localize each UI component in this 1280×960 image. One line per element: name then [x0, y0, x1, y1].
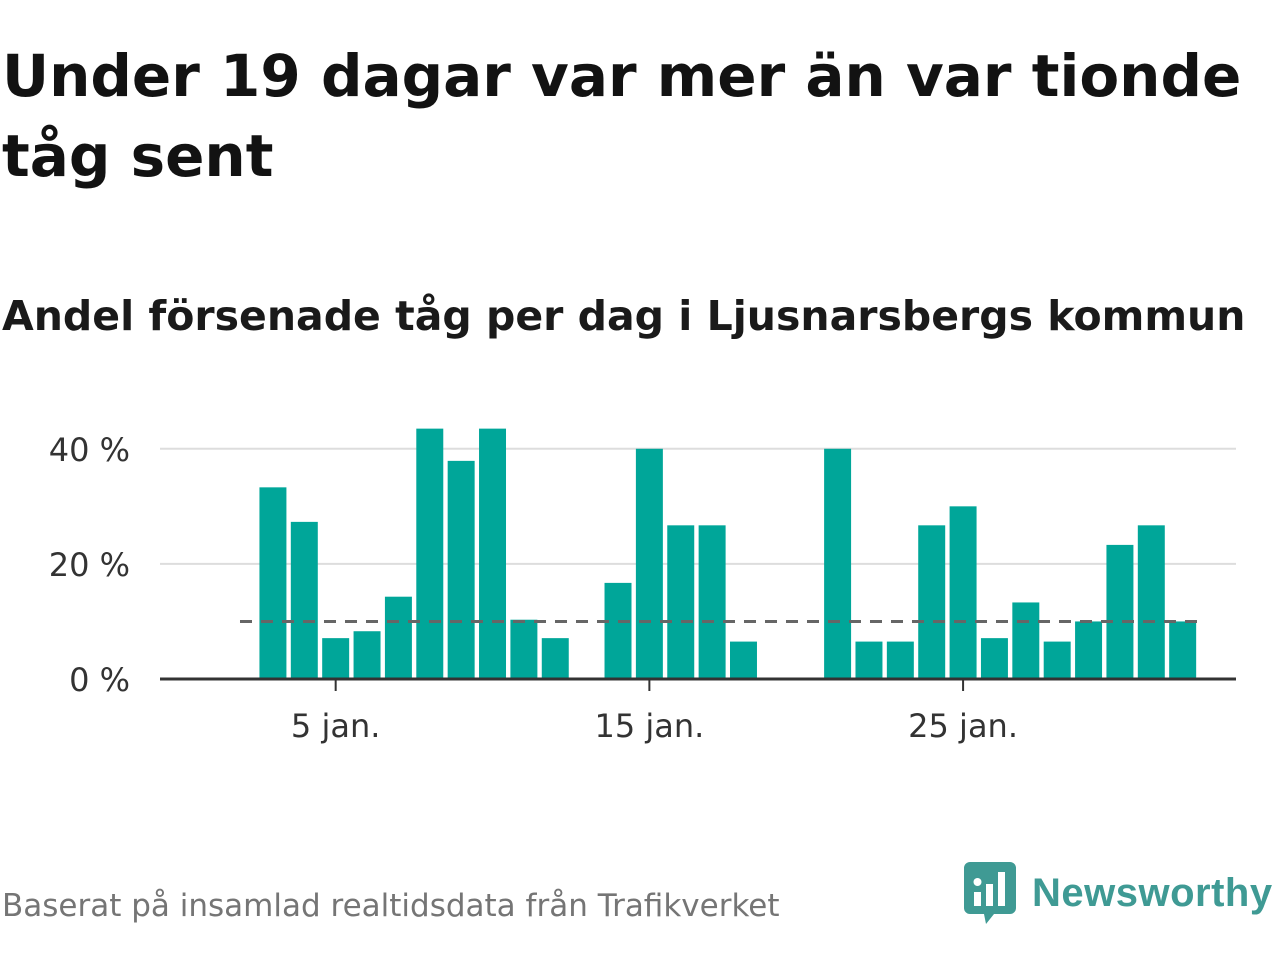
bar-chart: 0 % 20 % 40 % 5 jan. 15 jan. 25 jan. — [49, 428, 1236, 745]
bar[interactable] — [824, 448, 852, 679]
brand-logo[interactable]: Newsworthy — [964, 862, 1273, 924]
bar[interactable] — [447, 460, 475, 679]
bar[interactable] — [886, 641, 914, 679]
bar[interactable] — [1043, 641, 1071, 679]
bar-chart-speech-bubble-icon — [964, 862, 1016, 924]
bar[interactable] — [416, 428, 444, 679]
bar[interactable] — [259, 487, 287, 679]
bar[interactable] — [1012, 602, 1040, 679]
chart-title: Under 19 dagar var mer än var tionde tåg… — [2, 42, 1242, 190]
bar[interactable] — [1106, 544, 1134, 679]
y-tick-label: 20 % — [49, 546, 130, 584]
bar[interactable] — [541, 638, 569, 679]
bar[interactable] — [322, 638, 350, 679]
bar[interactable] — [949, 506, 977, 679]
x-tick-label: 15 jan. — [594, 707, 704, 745]
bar[interactable] — [1075, 621, 1103, 679]
bar[interactable] — [604, 582, 632, 679]
bar[interactable] — [479, 428, 507, 679]
chart-subtitle: Andel försenade tåg per dag i Ljusnarsbe… — [2, 292, 1246, 340]
bar[interactable] — [1137, 525, 1165, 679]
bar[interactable] — [855, 641, 883, 679]
bar[interactable] — [510, 619, 538, 679]
bar[interactable] — [635, 448, 663, 679]
bar[interactable] — [729, 641, 757, 679]
bar[interactable] — [1169, 621, 1197, 679]
bar[interactable] — [353, 631, 381, 679]
bar[interactable] — [290, 521, 318, 679]
x-tick-label: 25 jan. — [908, 707, 1018, 745]
source-note: Baserat på insamlad realtidsdata från Tr… — [2, 888, 780, 924]
y-tick-label: 0 % — [69, 661, 130, 699]
bar[interactable] — [918, 525, 946, 679]
brand-name: Newsworthy — [1032, 870, 1273, 915]
bar[interactable] — [698, 525, 726, 679]
x-tick-label: 5 jan. — [291, 707, 380, 745]
bar[interactable] — [384, 596, 412, 679]
y-tick-label: 40 % — [49, 431, 130, 469]
bar[interactable] — [980, 638, 1008, 679]
bar[interactable] — [667, 525, 695, 679]
